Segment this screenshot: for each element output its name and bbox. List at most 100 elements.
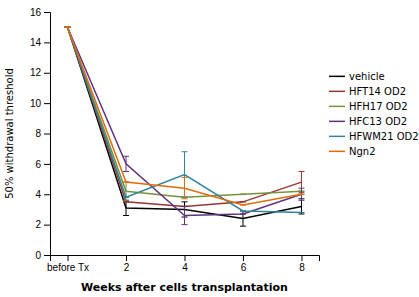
- legend-swatch: [329, 121, 345, 123]
- series: [65, 27, 305, 206]
- legend-swatch: [329, 136, 345, 138]
- error-bar: [65, 27, 71, 28]
- error-bar: [298, 194, 304, 195]
- marks: [65, 27, 305, 226]
- error-bar: [65, 27, 71, 28]
- error-bar: [123, 201, 129, 202]
- line: [68, 27, 302, 197]
- line: [68, 27, 302, 218]
- plot-area: 0 2 4 6 8 10 12 14 16 before Tx 2 4 6 8: [30, 7, 320, 273]
- legend-item: HFT14 OD2: [329, 86, 406, 97]
- tick-mark: [44, 42, 50, 43]
- legend-label: HFT14 OD2: [349, 86, 406, 97]
- tick-label: 12: [30, 67, 42, 78]
- legend-item: HFWM21 OD2: [329, 131, 419, 142]
- legend-item: Ngn2: [329, 146, 376, 157]
- tick-label: 2: [124, 262, 130, 273]
- x-tick: before Tx: [47, 255, 89, 273]
- tick-label: 8: [35, 128, 41, 139]
- error-bar: [65, 27, 71, 28]
- legend-item: HFH17 OD2: [329, 101, 408, 112]
- tick-mark: [185, 255, 186, 261]
- y-tick: 12: [30, 67, 50, 78]
- series: [65, 27, 305, 205]
- y-axis-title: 50% withdrawal threshold: [4, 68, 15, 199]
- tick-mark: [126, 255, 127, 261]
- error-bar: [240, 201, 246, 202]
- line: [68, 27, 302, 205]
- error-bar: [123, 156, 129, 171]
- tick-label: 2: [35, 219, 41, 230]
- error-bar: [240, 213, 246, 214]
- tick-label: before Tx: [47, 262, 89, 273]
- y-tick: 10: [30, 98, 50, 109]
- error-bar: [240, 204, 246, 205]
- axis-line: [44, 13, 51, 256]
- legend-label: vehicle: [349, 71, 385, 82]
- tick-mark: [44, 73, 50, 74]
- tick-label: 10: [30, 98, 42, 109]
- x-axis: before Tx 2 4 6 8: [47, 255, 319, 273]
- x-tick: 2: [124, 255, 130, 273]
- tick-mark: [44, 225, 50, 226]
- tick-label: 4: [35, 189, 41, 200]
- error-bar: [65, 27, 71, 28]
- error-bar: [123, 182, 129, 183]
- error-bar: [65, 27, 71, 28]
- line: [68, 27, 302, 215]
- y-tick: 2: [35, 219, 50, 230]
- line: [68, 27, 302, 206]
- legend-swatch: [329, 76, 345, 78]
- tick-label: 6: [35, 159, 41, 170]
- series: [65, 27, 305, 224]
- legend-swatch: [329, 91, 345, 93]
- legend-label: HFH17 OD2: [349, 101, 408, 112]
- error-bar: [182, 178, 188, 199]
- error-bar: [240, 194, 246, 195]
- tick-label: 16: [30, 7, 42, 18]
- y-axis: 0 2 4 6 8 10 12 14 16: [30, 7, 51, 261]
- error-bar: [240, 210, 246, 211]
- tick-label: 4: [182, 262, 188, 273]
- tick-mark: [44, 194, 50, 195]
- error-bar: [182, 206, 188, 224]
- axis-line: [51, 256, 320, 262]
- y-tick: 4: [35, 189, 50, 200]
- error-bar: [298, 188, 304, 200]
- y-tick: 14: [30, 37, 50, 48]
- tick-mark: [68, 255, 69, 261]
- tick-mark: [44, 255, 50, 256]
- y-tick: 16: [30, 7, 50, 18]
- error-bar: [123, 197, 129, 198]
- x-tick: 6: [241, 255, 247, 273]
- legend: vehicle HFT14 OD2 HFH17 OD2 HFC13 OD2 HFWM21…: [329, 71, 419, 157]
- legend-item: vehicle: [329, 71, 385, 82]
- series: [65, 27, 305, 212]
- x-axis-title: Weeks after cells transplantation: [81, 281, 288, 294]
- tick-mark: [243, 255, 244, 261]
- tick-mark: [44, 134, 50, 135]
- legend-swatch: [329, 106, 345, 108]
- tick-label: 14: [30, 37, 42, 48]
- y-tick: 6: [35, 159, 50, 170]
- x-tick: 8: [299, 255, 305, 273]
- x-tick: 4: [182, 255, 188, 273]
- series: [65, 27, 305, 226]
- tick-label: 8: [299, 262, 305, 273]
- error-bar: [298, 212, 304, 213]
- tick-label: 0: [35, 250, 41, 261]
- legend-label: HFC13 OD2: [349, 116, 407, 127]
- error-bar: [65, 27, 71, 28]
- tick-mark: [301, 255, 302, 261]
- legend-label: HFWM21 OD2: [349, 131, 419, 142]
- tick-mark: [44, 12, 50, 13]
- legend-swatch: [329, 151, 345, 153]
- line: [68, 27, 302, 212]
- tick-mark: [44, 164, 50, 165]
- tick-mark: [44, 103, 50, 104]
- tick-label: 6: [241, 262, 247, 273]
- y-tick: 0: [35, 250, 50, 261]
- chart: 0 2 4 6 8 10 12 14 16 before Tx 2 4 6 8 Weeks after ce…: [0, 0, 419, 297]
- legend-label: Ngn2: [349, 146, 376, 157]
- legend-item: HFC13 OD2: [329, 116, 407, 127]
